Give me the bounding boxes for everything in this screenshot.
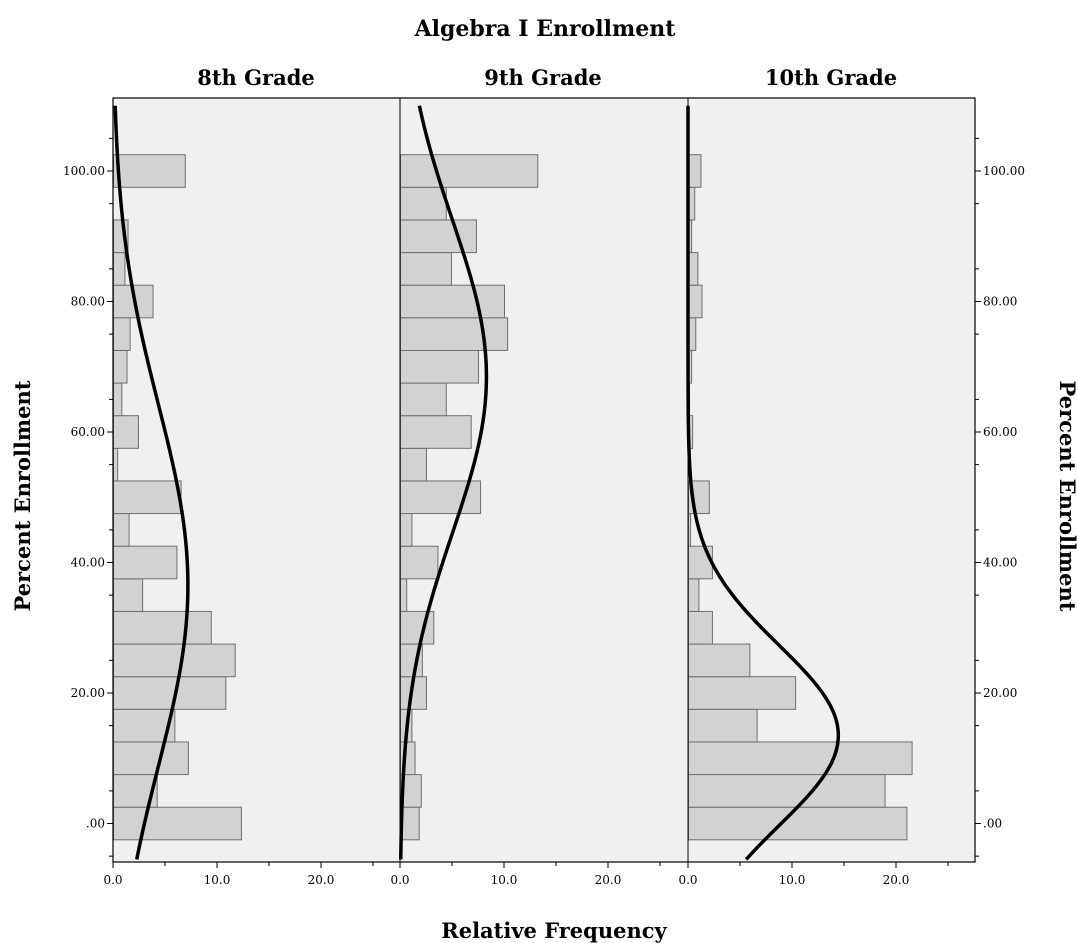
bar [688,513,692,547]
chart-title: Algebra I Enrollment [414,16,677,42]
bar [400,219,477,254]
y-tick-label-right: 40.00 [983,556,1017,570]
y-tick-label-left: 80.00 [71,295,105,309]
y-tick-label-right: 20.00 [983,686,1017,700]
bar [688,610,713,645]
y-tick-label-left: 40.00 [71,556,105,570]
bar [400,186,447,221]
x-tick-label: 10.0 [779,873,806,887]
bar [688,643,751,678]
y-tick-label-right: 80.00 [983,295,1017,309]
bar [400,382,447,417]
bar [113,806,242,841]
bar [400,610,435,645]
bar [113,447,119,482]
bar [113,154,186,188]
bar [400,415,472,449]
x-tick-label: 20.0 [883,873,910,887]
panel-title-10th-grade: 10th Grade [765,65,897,90]
panel-2 [399,98,687,862]
bar [113,415,139,449]
bar [113,252,126,286]
y-tick-label-left: .00 [86,817,105,831]
panels-group [112,98,975,862]
y-tick-label-left: 60.00 [71,425,105,439]
plot-frame [112,97,976,863]
bar [113,741,189,776]
bar [400,578,408,612]
panel-3 [686,98,975,862]
x-tick-label: 10.0 [491,873,518,887]
x-tick-label: 20.0 [595,873,622,887]
bar [113,545,178,580]
bar [688,284,703,319]
panel-1 [112,98,400,862]
y-tick-label-left: 20.00 [71,686,105,700]
y-tick-label-right: .00 [983,817,1002,831]
bar [400,447,427,482]
bar [400,317,509,351]
bar [113,578,144,612]
bar [688,774,886,808]
y-axis-label-right: Percent Enrollment [1055,381,1078,612]
y-axis-label-left: Percent Enrollment [10,380,35,611]
bar [400,284,505,319]
normal-curve [113,105,190,860]
y-tick-label-left: 100.00 [63,164,105,178]
bar [113,317,131,351]
bar [400,154,539,188]
bar [688,676,797,710]
panel-title-9th-grade: 9th Grade [484,65,602,90]
bar [113,382,123,417]
bar [688,708,758,743]
bar [688,741,913,776]
x-axis-label: Relative Frequency [441,918,667,943]
bar [113,610,212,645]
normal-curve [399,105,489,860]
bar [113,513,130,547]
bar [688,154,702,188]
bar [688,578,700,612]
axes-group: 0.0 10.0 20.0 0.0 10.0 20.0 0.0 10.0 20.0 .00 .00 2… [63,97,1025,887]
x-tick-label: 10.0 [204,873,231,887]
x-tick-label: 20.0 [308,873,335,887]
x-tick-label: 0.0 [390,873,409,887]
bar [688,252,699,286]
bar [688,545,713,580]
bar [113,643,236,678]
bar [400,349,479,384]
bar [113,480,182,515]
panel-title-8th-grade: 8th Grade [197,65,315,90]
bar [400,545,439,580]
x-tick-label: 0.0 [103,873,122,887]
bar [400,252,452,286]
bar [400,513,413,547]
bar [113,349,128,384]
bar [113,676,227,710]
y-tick-label-right: 60.00 [983,425,1017,439]
y-tick-label-right: 100.00 [983,164,1025,178]
bar [688,806,908,841]
x-tick-label: 0.0 [678,873,697,887]
